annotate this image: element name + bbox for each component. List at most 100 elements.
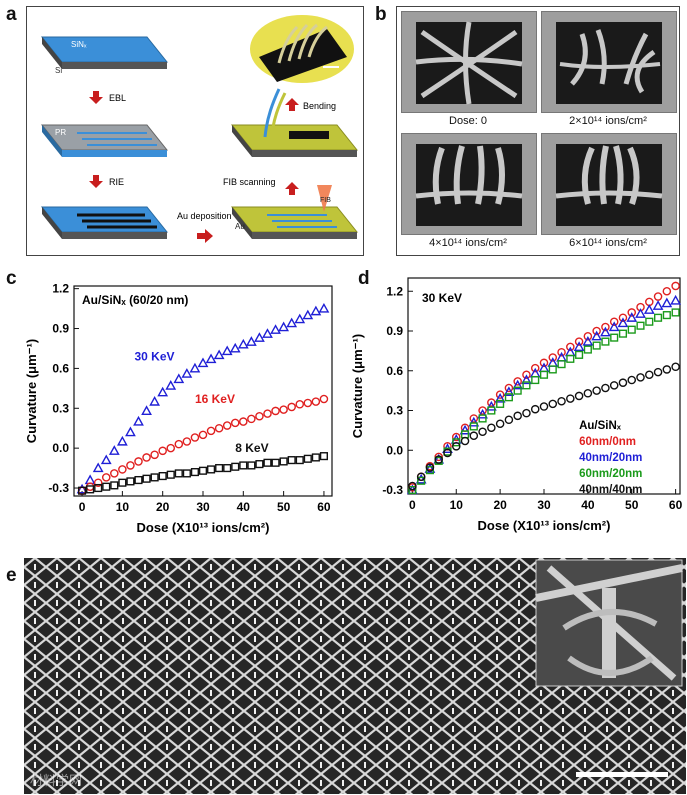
data-point-60nm-20nm [539,370,549,379]
x-tick-label: 50 [277,500,291,514]
data-point-60nm-0nm [627,308,637,317]
data-point-40nm-40nm [522,408,531,418]
x-tick-label: 0 [79,500,86,514]
data-point-40nm-40nm [574,391,584,401]
data-point-8-kev [166,470,175,479]
data-point-16-kev [85,482,95,491]
data-point-40nm-20nm [635,308,646,318]
data-point-30-kev [165,380,177,390]
data-point-8-kev [303,454,312,463]
data-point-8-kev [319,452,328,461]
data-point-60nm-20nm [671,308,680,317]
data-point-16-kev [247,414,256,424]
data-point-8-kev [94,483,103,493]
x-tick-label: 0 [409,498,416,512]
data-point-16-kev [150,450,159,460]
legend-entry: 60nm/20nm [579,468,642,480]
data-point-60nm-0nm [504,383,514,393]
data-point-16-kev [134,457,143,466]
data-point-60nm-20nm [654,313,663,322]
data-point-60nm-20nm [513,386,522,395]
data-point-30-kev [133,415,144,426]
data-point-8-kev [231,462,240,471]
data-point-8-kev [174,469,183,478]
data-point-16-kev [182,437,192,446]
data-point-8-kev [223,464,232,473]
data-point-60nm-0nm [566,342,575,352]
data-point-30-kev [181,368,193,378]
panel-b-sem-grid: Dose: 0 2×10¹⁴ ions/cm² 4×10¹⁴ ions/cm² [396,6,680,256]
data-point-30-kev [294,313,306,324]
data-point-40nm-20nm [521,374,532,385]
data-point-30-kev [318,302,330,313]
data-point-8-kev [102,482,111,491]
data-point-40nm-40nm [416,472,426,482]
data-point-60nm-20nm [504,393,513,402]
data-point-60nm-0nm [618,313,628,323]
step-etched [40,206,169,239]
step-bent [230,88,359,157]
data-point-30-kev [262,328,273,338]
panel-letter-e: e [6,565,17,586]
data-point-30-kev [286,317,298,328]
data-point-16-kev [166,443,176,453]
data-point-60nm-0nm [592,326,601,336]
data-point-40nm-20nm [661,297,673,308]
process-schematic: SiNₓ Si EBL PR RIE Au deposition [40,15,359,243]
y-tick-label: 0.9 [52,322,69,336]
data-point-8-kev [150,473,159,482]
data-point-40nm-40nm [478,427,487,436]
data-point-16-kev [319,394,329,404]
data-point-40nm-40nm [495,419,505,429]
label-ebl: EBL [109,93,126,103]
watermark: 材料学网 [30,773,83,788]
data-point-8-kev [134,475,143,485]
data-point-16-kev [198,430,208,440]
data-point-40nm-40nm [618,378,628,387]
series-label: 8 KeV [235,441,268,455]
data-point-16-kev [271,406,280,416]
data-point-16-kev [214,423,224,433]
label-pr: PR [55,128,66,137]
data-point-60nm-0nm [557,347,566,357]
y-tick-label: -0.3 [48,481,69,495]
data-point-30-kev [100,454,112,465]
data-point-8-kev [86,485,95,494]
x-tick-label: 30 [537,498,551,512]
data-point-60nm-0nm [530,363,540,373]
data-point-30-kev [254,332,265,342]
data-point-60nm-20nm [522,381,531,390]
data-point-40nm-20nm [494,392,506,403]
data-point-16-kev [255,411,264,421]
step-au-fib [230,185,359,239]
data-point-16-kev [303,398,313,408]
data-point-40nm-40nm [592,386,601,395]
series-label: 16 KeV [195,392,235,406]
data-point-8-kev [239,461,248,470]
data-point-16-kev [126,461,135,470]
data-point-40nm-40nm [609,381,619,390]
panel-letter-d: d [358,268,370,289]
data-point-16-kev [311,397,321,406]
data-point-16-kev [158,446,167,456]
data-point-40nm-40nm [513,411,522,421]
data-point-40nm-40nm [487,423,496,433]
y-tick-label: 0.3 [386,404,403,418]
data-point-40nm-20nm [503,386,515,397]
bent-structure-render [250,15,354,83]
data-point-40nm-20nm [600,326,611,337]
data-point-40nm-20nm [652,300,664,310]
x-tick-label: 30 [196,500,210,514]
data-point-40nm-20nm [477,408,488,419]
data-point-40nm-40nm [451,442,461,451]
data-point-8-kev [215,464,224,473]
data-point-8-kev [247,461,256,470]
data-point-40nm-20nm [459,424,471,435]
data-point-30-kev [278,321,290,332]
data-point-40nm-20nm [591,330,603,341]
data-point-60nm-0nm [539,358,549,368]
data-point-30-kev [229,342,241,353]
data-point-30-kev [310,305,322,316]
data-point-8-kev [279,457,288,466]
chart-title: Au/SiNₓ (60/20 nm) [82,293,188,307]
